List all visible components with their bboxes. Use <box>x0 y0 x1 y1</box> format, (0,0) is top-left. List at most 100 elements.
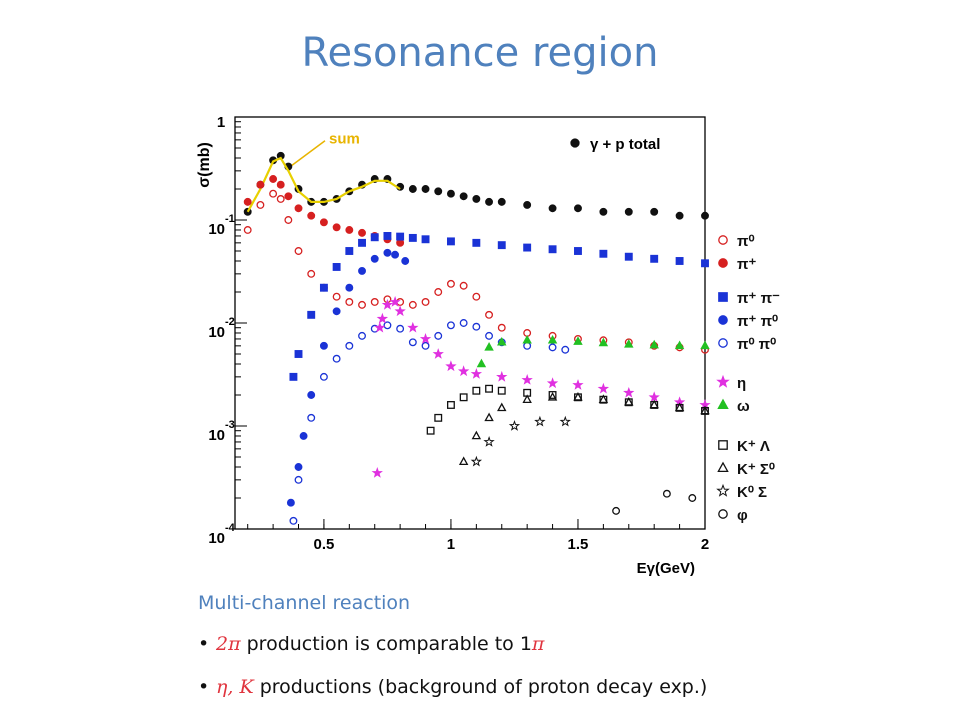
bullet-2-highlight: η, K <box>216 676 254 698</box>
legend-marker <box>718 338 728 348</box>
data-point <box>407 321 419 333</box>
data-point <box>408 338 417 347</box>
data-point <box>358 300 366 309</box>
data-point <box>559 415 571 427</box>
data-point <box>243 226 252 234</box>
cross-section-chart: 0.5 1 1.5 210-110-210-310-41Eγ(GeV)σ(mb)sum… <box>185 95 805 585</box>
data-point <box>269 175 278 183</box>
data-point <box>496 370 508 382</box>
series-π⁺ π⁻ <box>289 232 709 381</box>
data-point <box>574 204 582 213</box>
data-point <box>426 426 435 435</box>
data-point <box>470 367 483 379</box>
y-axis-label: σ(mb) <box>196 142 213 188</box>
data-point <box>598 337 609 347</box>
data-point <box>548 204 557 213</box>
data-point <box>446 401 455 409</box>
data-point <box>289 516 298 525</box>
data-point <box>523 243 532 252</box>
data-point <box>307 391 316 399</box>
legend-label: ω <box>737 398 750 415</box>
data-point <box>497 386 506 395</box>
data-point <box>276 195 285 203</box>
data-point <box>396 232 405 241</box>
data-point <box>370 298 379 306</box>
data-point <box>408 185 417 193</box>
data-point <box>497 197 506 206</box>
data-point <box>597 382 610 394</box>
series-K⁺ Σ⁰ <box>458 391 710 466</box>
data-point <box>434 288 443 296</box>
y-tick-label-exponent: -2 <box>225 316 235 328</box>
x-tick-label: 1 <box>447 536 455 553</box>
data-point <box>688 494 697 502</box>
data-point <box>572 379 584 390</box>
data-point <box>345 283 354 292</box>
data-point <box>484 342 494 351</box>
data-point <box>256 200 265 209</box>
data-point <box>674 402 685 412</box>
slide-title: Resonance region <box>301 30 659 76</box>
legend-label: π⁺ π⁻ <box>737 290 780 307</box>
data-point <box>332 223 341 232</box>
subheading: Multi-channel reaction <box>198 592 411 614</box>
x-tick-label: 2 <box>701 536 709 553</box>
data-point <box>458 456 469 466</box>
data-point <box>446 321 455 330</box>
y-tick-label-exponent: -3 <box>225 419 235 431</box>
series-line-sum <box>246 156 401 213</box>
y-tick-label-base: 10 <box>208 324 225 341</box>
legend-marker <box>718 258 728 268</box>
data-point <box>345 226 354 234</box>
data-point <box>286 498 295 507</box>
annotation-sum-leader <box>287 140 326 169</box>
data-point <box>574 247 582 255</box>
data-point <box>675 257 684 265</box>
data-point <box>523 200 532 209</box>
data-point <box>701 259 709 268</box>
data-point <box>674 340 685 350</box>
data-point <box>374 321 386 333</box>
data-point <box>472 322 481 331</box>
data-point <box>471 430 482 440</box>
data-point <box>358 238 366 247</box>
data-point <box>534 415 546 427</box>
data-point <box>701 211 709 220</box>
data-point <box>700 405 710 415</box>
data-point <box>383 232 392 240</box>
data-point <box>332 307 341 316</box>
data-point <box>307 310 316 319</box>
legend-label: K⁺ Λ <box>737 438 770 455</box>
series-π⁺ <box>243 175 405 247</box>
series-π⁰ <box>243 189 709 354</box>
data-point <box>419 332 432 344</box>
data-point <box>345 247 354 255</box>
data-point <box>546 377 559 389</box>
data-point <box>548 391 557 399</box>
data-point <box>434 413 443 422</box>
data-point <box>485 331 494 340</box>
data-point <box>624 207 633 216</box>
data-point <box>307 413 316 422</box>
legend-label: π⁰ π⁰ <box>737 336 776 353</box>
data-point <box>650 254 659 263</box>
legend-label: K⁺ Σ⁰ <box>737 461 775 478</box>
data-point <box>573 336 583 345</box>
data-point <box>269 189 278 198</box>
data-point <box>319 218 328 227</box>
legend-label: η <box>737 375 746 392</box>
legend-label: K⁰ Σ <box>737 484 767 501</box>
data-point <box>624 252 633 261</box>
data-point <box>521 373 533 385</box>
data-point <box>408 300 417 309</box>
y-tick-label-exponent: -4 <box>225 522 236 534</box>
legend-marker <box>716 374 730 388</box>
data-point <box>434 331 443 340</box>
legend-marker <box>717 398 729 410</box>
data-point <box>381 298 394 310</box>
data-point <box>485 310 494 319</box>
data-point <box>459 319 468 327</box>
y-tick-label-base: 10 <box>208 221 225 238</box>
data-point <box>256 180 265 189</box>
data-point <box>485 384 494 393</box>
